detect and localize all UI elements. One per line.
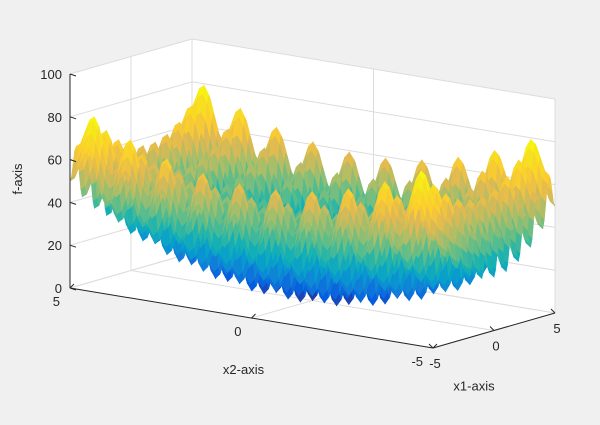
surface-plot[interactable]: 020406080100-505-505 x1-axis x2-axis f-a… <box>0 0 600 420</box>
figure: 020406080100-505-505 x1-axis x2-axis f-a… <box>0 0 600 420</box>
